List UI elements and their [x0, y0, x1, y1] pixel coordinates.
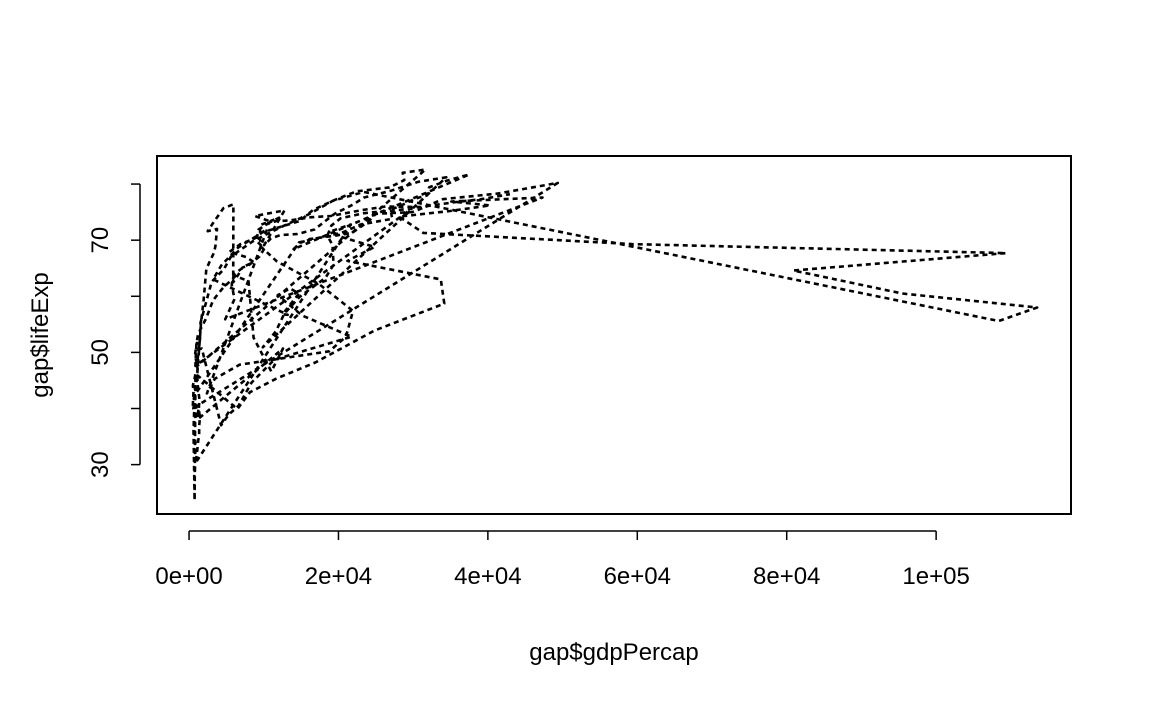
y-tick-label: 50 — [87, 339, 114, 366]
y-axis-label: gap$lifeExp — [27, 272, 54, 397]
x-axis-label: gap$gdpPercap — [529, 639, 698, 666]
y-tick-label: 30 — [87, 451, 114, 478]
x-tick-label: 2e+04 — [305, 563, 372, 590]
x-tick-label: 6e+04 — [604, 563, 671, 590]
x-tick-label: 8e+04 — [753, 563, 820, 590]
plot-frame — [156, 155, 1072, 515]
x-tick-label: 0e+00 — [155, 563, 222, 590]
x-tick-label: 4e+04 — [454, 563, 521, 590]
data-line — [191, 168, 1039, 502]
x-tick-label: 1e+05 — [902, 563, 969, 590]
y-tick-label: 70 — [87, 227, 114, 254]
